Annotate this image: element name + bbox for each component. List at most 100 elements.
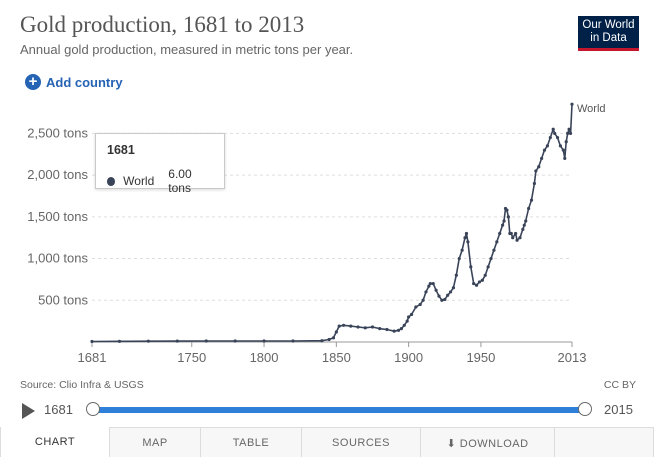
data-point (392, 329, 396, 333)
tab-download[interactable]: ⬇ DOWNLOAD (420, 427, 555, 457)
series-end-label: World (577, 103, 606, 115)
tab-chart[interactable]: CHART (0, 427, 110, 457)
logo-line-2: in Data (590, 32, 627, 44)
hover-tooltip: 1681 World 6.00 tons (95, 133, 225, 195)
data-point (434, 288, 438, 292)
timeline-start-handle[interactable] (86, 402, 100, 416)
download-icon: ⬇ (446, 438, 460, 450)
data-point (370, 325, 375, 329)
data-point (233, 339, 237, 343)
data-point (480, 278, 484, 282)
timeline-start-year: 1681 (44, 402, 73, 417)
y-tick-label: 500 tons (38, 292, 88, 307)
data-point (567, 127, 571, 131)
tab-map[interactable]: MAP (109, 427, 201, 457)
data-point (474, 283, 479, 287)
data-point (506, 215, 510, 219)
data-point (570, 102, 574, 106)
data-point (514, 231, 518, 236)
data-point (396, 328, 401, 332)
tab-table[interactable]: TABLE (200, 427, 302, 457)
data-point (327, 337, 331, 342)
data-point (424, 290, 428, 294)
data-point (446, 293, 450, 297)
data-point (90, 339, 94, 344)
data-point (356, 325, 360, 329)
tab-bar: CHART MAP TABLE SOURCES ⬇ DOWNLOAD (0, 427, 656, 457)
data-point (457, 256, 461, 261)
license-link[interactable]: CC BY (603, 379, 636, 391)
data-point (472, 281, 476, 286)
data-point (320, 339, 324, 343)
data-point (454, 273, 458, 277)
data-point (421, 298, 425, 302)
data-point (117, 339, 122, 343)
x-tick-label: 1800 (250, 350, 279, 365)
data-point (399, 327, 403, 331)
add-country-label: Add country (46, 74, 123, 90)
data-point (540, 156, 544, 161)
play-icon[interactable] (22, 403, 35, 419)
data-point (402, 323, 406, 327)
plus-circle-icon: + (25, 74, 41, 90)
data-point (511, 236, 515, 240)
data-point (527, 206, 531, 211)
data-point (363, 326, 367, 330)
data-point (291, 339, 295, 343)
data-point (385, 327, 389, 332)
x-tick-label: 1850 (322, 350, 351, 365)
tooltip-year: 1681 (107, 143, 135, 157)
data-point (518, 236, 522, 240)
data-point (537, 165, 541, 169)
data-point (566, 131, 570, 135)
data-point (501, 223, 505, 227)
add-country-button[interactable]: + Add country (25, 74, 123, 90)
data-point (463, 236, 467, 240)
data-point (568, 131, 573, 135)
download-label: DOWNLOAD (459, 438, 529, 450)
x-tick-label: 1681 (78, 350, 107, 365)
data-point (505, 208, 509, 212)
x-tick-label: 1750 (177, 350, 206, 365)
data-point (489, 256, 493, 261)
data-point (522, 223, 526, 227)
data-point (495, 240, 499, 244)
data-point (409, 312, 414, 317)
data-point (451, 286, 456, 290)
data-point (466, 240, 470, 244)
data-point (555, 135, 560, 140)
data-point (486, 265, 490, 269)
timeline-end-handle[interactable] (578, 402, 592, 416)
series-group: World (90, 102, 606, 344)
data-point (464, 231, 469, 236)
owid-logo[interactable]: Our World in Data (578, 16, 639, 51)
chart-title: Gold production, 1681 to 2013 (20, 12, 305, 37)
data-point (407, 315, 411, 319)
x-axis: 1681 1750 1800 1850 1900 1950 2013 (78, 341, 586, 365)
y-tick-label: 2,500 tons (27, 125, 88, 140)
tooltip-row: World 6.00 tons (107, 167, 213, 195)
tab-share[interactable] (554, 427, 654, 457)
x-tick-label: 1950 (466, 350, 495, 365)
data-point (492, 248, 496, 252)
data-point (428, 281, 432, 286)
source-link[interactable]: Source: Clio Infra & USGS (20, 379, 144, 391)
data-point (534, 169, 538, 173)
data-point (334, 330, 338, 334)
data-point (469, 265, 473, 269)
data-point (437, 294, 441, 298)
data-point (341, 323, 346, 327)
data-point (405, 319, 409, 323)
data-point (564, 140, 568, 144)
data-point (542, 148, 547, 152)
timeline-track[interactable] (93, 407, 585, 413)
series-dot-icon (107, 176, 116, 186)
data-point (477, 280, 482, 284)
data-point (521, 227, 525, 231)
data-point (146, 339, 150, 343)
y-tick-label: 1,500 tons (27, 209, 88, 224)
data-point (175, 339, 179, 343)
data-point (524, 219, 528, 223)
data-point (502, 219, 506, 223)
tab-sources[interactable]: SOURCES (301, 427, 421, 457)
